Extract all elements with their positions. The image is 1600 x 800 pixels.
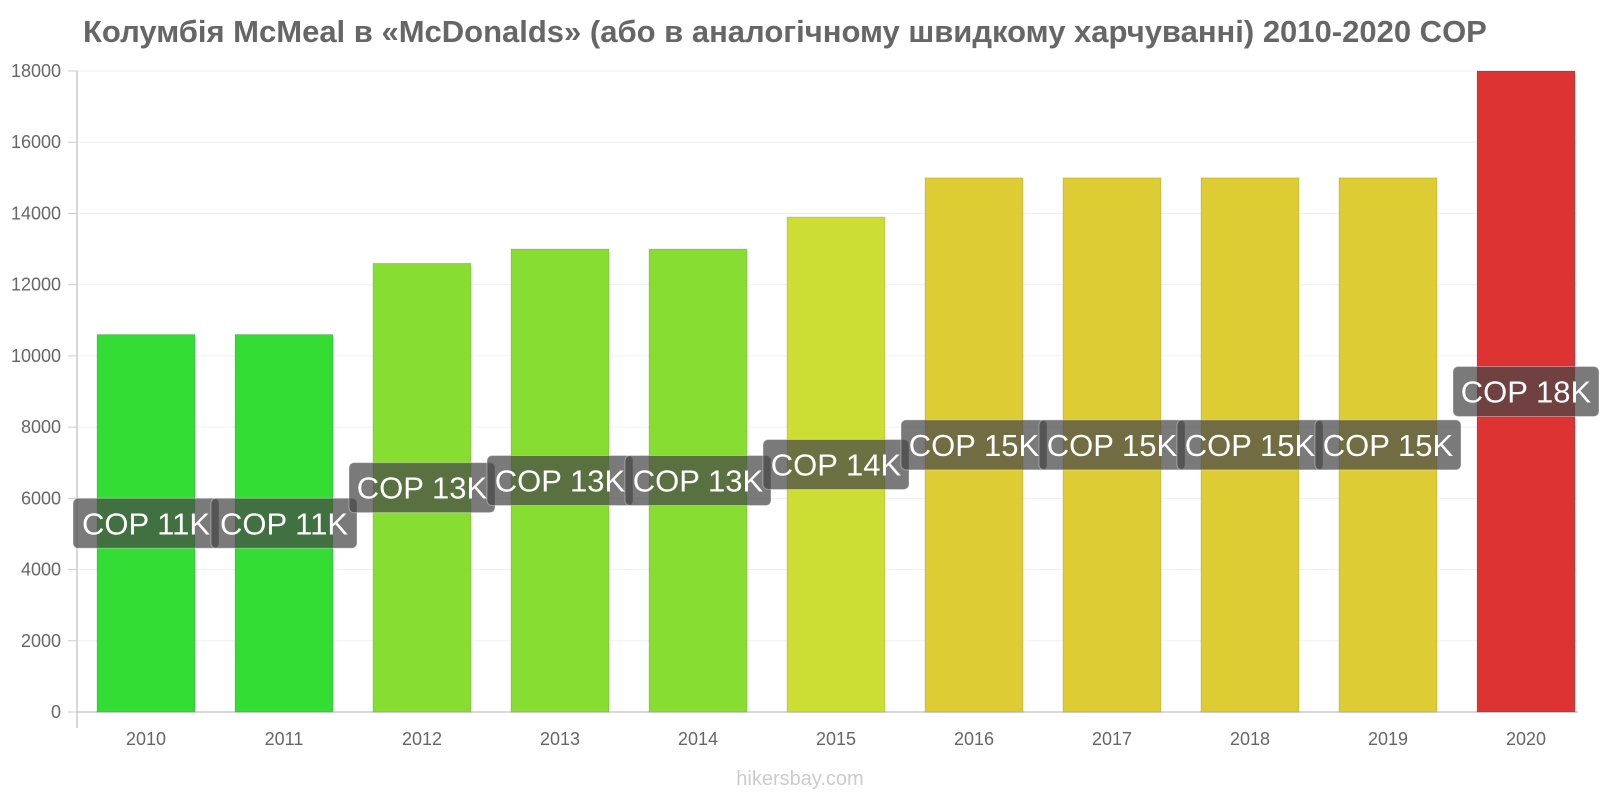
y-tick-label: 2000 [21,631,61,651]
data-label-text: COP 18K [1461,375,1592,410]
data-label-2017: COP 15K [1038,419,1186,471]
footer-watermark: hikersbay.com [736,768,864,790]
x-tick-label: 2012 [402,729,442,749]
x-tick-label: 2017 [1092,729,1132,749]
chart-title: Колумбія McMeal в «McDonalds» (або в ана… [83,14,1487,49]
x-tick-label: 2013 [540,729,580,749]
x-tick-label: 2010 [126,729,166,749]
y-tick-label: 8000 [21,417,61,437]
data-label-2019: COP 15K [1314,419,1462,471]
data-label-box [1314,419,1462,471]
data-label-2015: COP 14K [762,439,910,491]
y-tick-label: 16000 [11,132,61,152]
data-label-2013: COP 13K [486,455,634,507]
data-label-text: COP 11K [220,506,348,541]
data-label-2020: COP 18K [1452,366,1600,417]
data-label-2016: COP 15K [900,419,1048,471]
data-label-text: COP 15K [1047,428,1178,463]
data-label-2012: COP 13K [348,462,496,514]
data-label-text: COP 13K [633,464,764,499]
data-label-box [1452,366,1600,417]
y-tick-label: 0 [51,702,61,722]
data-label-text: COP 15K [1185,428,1316,463]
x-tick-label: 2011 [265,729,304,749]
x-tick-label: 2015 [816,729,856,749]
data-label-text: COP 13K [495,464,626,499]
data-label-text: COP 14K [771,448,902,483]
x-tick-label: 2018 [1230,729,1270,749]
x-tick-label: 2016 [954,729,994,749]
data-label-box [210,497,358,549]
y-tick-label: 18000 [11,61,61,81]
x-tick-label: 2020 [1506,729,1546,749]
y-tick-label: 4000 [21,560,61,580]
x-tick-label: 2019 [1368,729,1408,749]
data-label-text: COP 15K [1323,428,1454,463]
data-label-text: COP 15K [909,428,1040,463]
data-label-2014: COP 13K [624,455,772,507]
x-tick-label: 2014 [678,729,718,749]
y-tick-label: 14000 [11,203,61,223]
y-tick-label: 10000 [11,346,61,366]
data-label-text: COP 11K [82,506,210,541]
data-label-2011: COP 11K [210,497,358,549]
data-label-text: COP 13K [357,471,488,506]
y-tick-label: 6000 [21,488,61,508]
data-label-2018: COP 15K [1176,419,1324,471]
data-label-2010: COP 11K [72,497,220,549]
y-tick-label: 12000 [11,275,61,295]
